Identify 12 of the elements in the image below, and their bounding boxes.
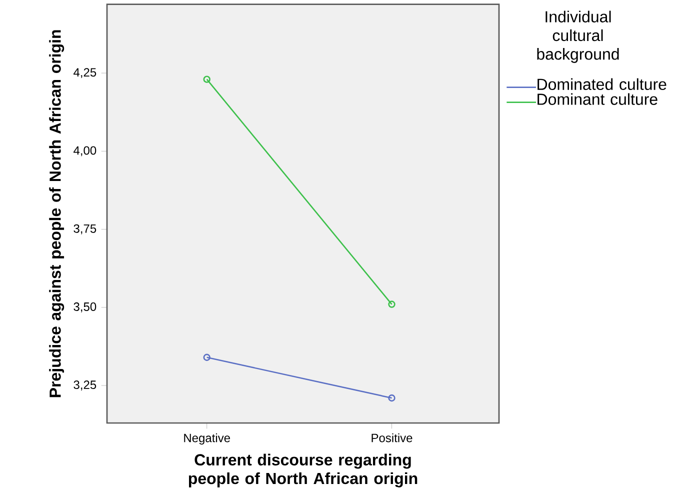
- y-tick-label: 4,00: [74, 146, 96, 156]
- y-tick-label: 4,25: [74, 68, 96, 78]
- y-tick-label: 3,50: [74, 302, 96, 312]
- legend-label: Dominant culture: [538, 93, 658, 105]
- x-tick-label: Positive: [372, 433, 412, 442]
- x-axis-title: Current discourse regarding people of North African origin: [188, 454, 418, 488]
- legend-label: Dominated culture: [538, 78, 666, 90]
- y-axis-title: Prejudice against people of North African origin: [49, 30, 64, 398]
- y-tick-label: 3,25: [74, 380, 96, 390]
- legend-title: Individual cultural background: [537, 10, 619, 63]
- x-tick-label: Negative: [184, 433, 230, 445]
- y-tick-label: 3,75: [74, 224, 96, 234]
